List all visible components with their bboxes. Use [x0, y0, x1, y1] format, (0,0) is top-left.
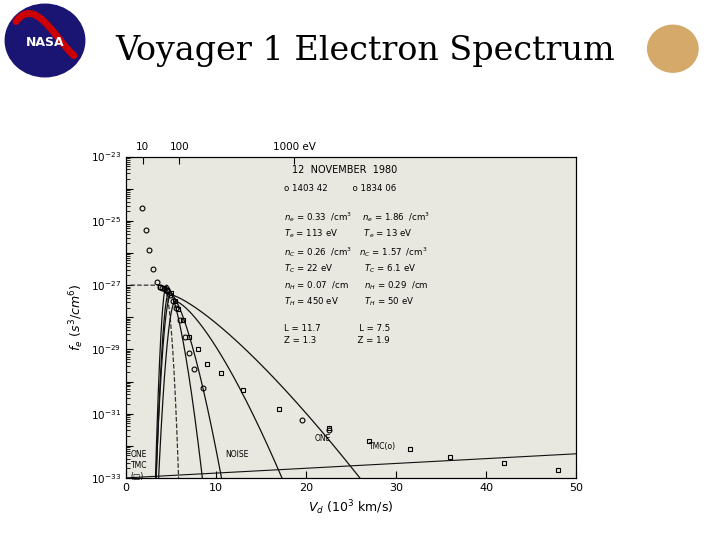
Text: TMC: TMC [130, 461, 147, 470]
Text: ONE: ONE [130, 450, 147, 458]
Text: 12  NOVEMBER  1980: 12 NOVEMBER 1980 [292, 165, 397, 174]
X-axis label: $V_d\ (10^3\ \rm{km/s})$: $V_d\ (10^3\ \rm{km/s})$ [308, 498, 394, 517]
Text: NASA: NASA [26, 36, 64, 49]
Circle shape [648, 25, 698, 72]
Text: ONE: ONE [315, 434, 331, 443]
Circle shape [5, 4, 85, 77]
Text: Voyager 1 Electron Spectrum: Voyager 1 Electron Spectrum [115, 35, 615, 67]
Text: NOISE: NOISE [225, 450, 248, 458]
Text: (□): (□) [130, 472, 144, 481]
Text: TMC(o): TMC(o) [369, 442, 396, 450]
Y-axis label: $f_e\ (s^3/cm^6)$: $f_e\ (s^3/cm^6)$ [67, 284, 86, 351]
Text: o 1403 42         o 1834 06

$n_e$ = 0.33  /cm$^3$    $n_e$ = 1.86  /cm$^3$
$T_e: o 1403 42 o 1834 06 $n_e$ = 0.33 /cm$^3$… [284, 184, 430, 345]
